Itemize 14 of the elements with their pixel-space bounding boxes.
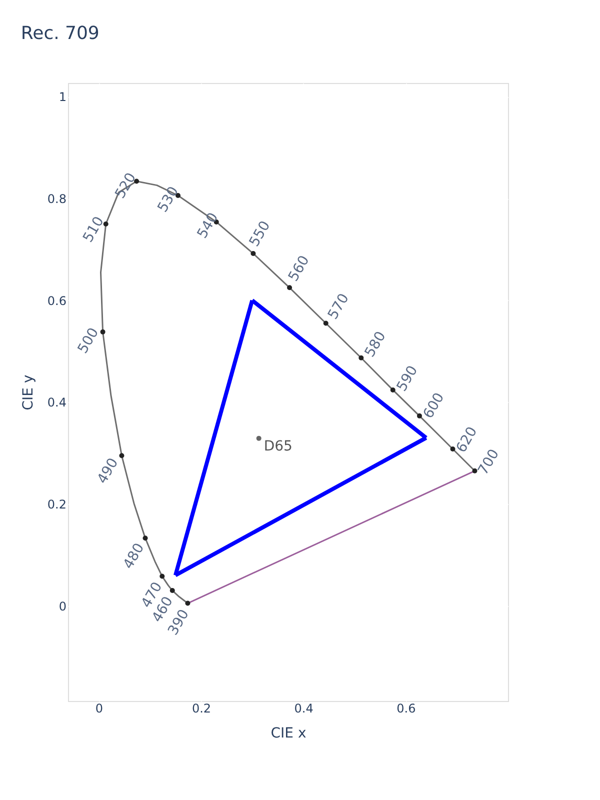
x-tick-label: 0.6 — [396, 702, 416, 716]
x-tick-label: 0.4 — [294, 702, 314, 716]
y-tick-label: 1 — [58, 90, 66, 104]
y-axis-title: CIE y — [20, 374, 36, 410]
y-tick-label: 0.6 — [47, 294, 66, 308]
y-tick-label: 0.4 — [47, 396, 66, 410]
x-tick-label: 0.2 — [192, 702, 212, 716]
y-tick-label: 0.8 — [47, 192, 66, 206]
y-tick-label: 0.2 — [47, 497, 66, 512]
x-tick-label: 0 — [95, 702, 104, 716]
y-tick-label: 0 — [58, 599, 66, 614]
chart-title: Rec. 709 — [20, 23, 100, 44]
annotation: D65 — [264, 438, 292, 454]
x-axis-title: CIE x — [270, 726, 306, 742]
